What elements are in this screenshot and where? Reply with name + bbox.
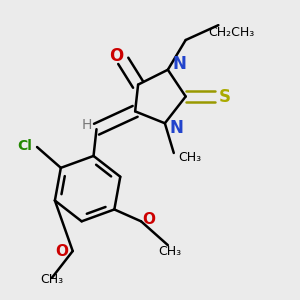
Text: CH₃: CH₃: [178, 151, 201, 164]
Text: O: O: [142, 212, 156, 227]
Text: O: O: [109, 47, 123, 65]
Text: CH₂CH₃: CH₂CH₃: [208, 26, 254, 39]
Text: N: N: [169, 119, 183, 137]
Text: H: H: [82, 118, 92, 132]
Text: CH₃: CH₃: [158, 244, 181, 258]
Text: O: O: [55, 244, 68, 259]
Text: N: N: [172, 55, 186, 73]
Text: S: S: [218, 88, 230, 106]
Text: Cl: Cl: [18, 139, 33, 152]
Text: CH₃: CH₃: [40, 273, 64, 286]
